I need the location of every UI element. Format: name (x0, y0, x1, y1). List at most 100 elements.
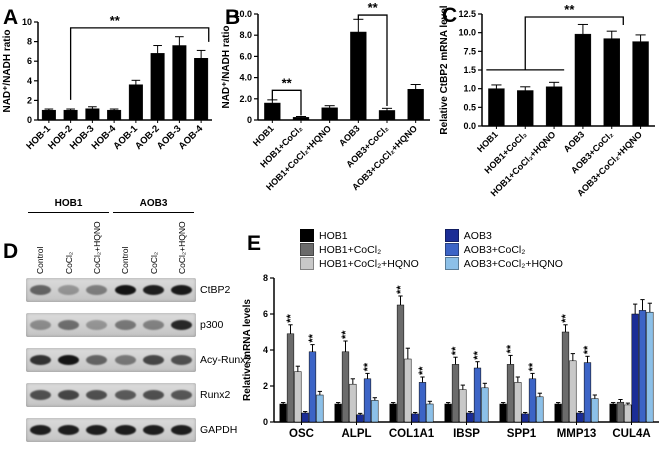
blot-strip (26, 313, 196, 337)
svg-text:NAD⁺/NADH ratio: NAD⁺/NADH ratio (221, 25, 232, 108)
blot-band (29, 390, 51, 400)
svg-text:4.0: 4.0 (239, 73, 252, 83)
legend-item: AOB3+CoCl₂+HQNO (444, 257, 563, 270)
svg-text:NAD⁺/NADH ratio: NAD⁺/NADH ratio (2, 29, 13, 112)
blot-band (143, 285, 164, 295)
blot-band (58, 425, 79, 435)
blot-band (114, 355, 136, 365)
legend-item: HOB1+CoCl₂+HQNO (300, 257, 419, 270)
svg-text:HOB1: HOB1 (475, 129, 500, 154)
svg-text:ALPL: ALPL (341, 428, 371, 440)
blot-band (58, 355, 79, 365)
blot-band (114, 285, 136, 295)
svg-text:OSC: OSC (289, 428, 314, 440)
blot-band (58, 320, 79, 330)
blot-strip (26, 348, 196, 372)
panel-a-letter: A (3, 6, 19, 29)
svg-text:2: 2 (27, 95, 32, 105)
panel-c-chart: 0.0 0.5 1.0 1.5 7.5 10.0 12.5 Relative CtBP2 mR… (439, 2, 655, 198)
svg-text:0: 0 (27, 115, 32, 125)
legend-swatch (444, 243, 459, 256)
legend-item: HOB1 (300, 229, 419, 242)
blot-group-label: AOB3 (113, 198, 194, 213)
svg-text:**: ** (505, 344, 517, 353)
blot-strip (26, 383, 196, 407)
svg-text:1.5: 1.5 (463, 65, 476, 75)
blot-row-label: p300 (200, 319, 224, 331)
blot-lane-label: Control (120, 246, 131, 274)
blot-band (171, 355, 193, 365)
legend-column: AOB3 AOB3+CoCl₂ AOB3+CoCl₂+HQNO (444, 229, 563, 270)
blot-row-label: GAPDH (200, 424, 238, 436)
svg-text:**: ** (564, 2, 575, 17)
legend-column: HOB1 HOB1+CoCl₂ HOB1+CoCl₂+HQNO (300, 229, 419, 270)
blot-band (29, 285, 51, 295)
blot-group-label: HOB1 (28, 198, 109, 213)
svg-text:**: ** (560, 314, 572, 323)
blot-band (86, 285, 108, 295)
blot-band (114, 390, 136, 400)
blot-band (143, 390, 164, 400)
blot-lane-label: CoCl₂+HQNO (176, 221, 187, 274)
blot-band (114, 320, 136, 330)
legend-label: AOB3+CoCl₂ (463, 243, 526, 256)
svg-text:**: ** (582, 345, 594, 354)
chart-legend: HOB1 HOB1+CoCl₂ HOB1+CoCl₂+HQNO AOB3 AOB3+Co… (300, 229, 563, 270)
legend-label: HOB1 (319, 229, 348, 242)
blot-band (114, 425, 136, 435)
svg-text:4: 4 (27, 76, 32, 86)
legend-swatch (300, 257, 314, 270)
blot-row-label: CtBP2 (200, 284, 231, 296)
blot-band (171, 425, 193, 435)
svg-text:0: 0 (247, 115, 252, 125)
blot-band (86, 425, 108, 435)
blot-band (143, 425, 164, 435)
blot-band (171, 390, 193, 400)
legend-swatch (300, 243, 314, 256)
svg-text:2.0: 2.0 (239, 94, 252, 104)
legend-label: AOB3+CoCl₂+HQNO (463, 257, 563, 270)
blot-band (143, 320, 164, 330)
svg-text:IBSP: IBSP (453, 428, 480, 440)
svg-text:10.0: 10.0 (458, 28, 476, 38)
svg-text:**: ** (362, 362, 374, 371)
svg-text:6: 6 (27, 56, 32, 66)
svg-text:SPP1: SPP1 (507, 428, 537, 440)
svg-text:COL1A1: COL1A1 (389, 428, 435, 440)
legend-label: HOB1+CoCl₂ (319, 243, 382, 256)
svg-text:**: ** (285, 314, 297, 323)
svg-text:1.0: 1.0 (463, 84, 476, 94)
legend-label: HOB1+CoCl₂+HQNO (319, 257, 419, 270)
legend-label: AOB3 (463, 229, 492, 242)
blot-band (171, 320, 193, 330)
blot-band (86, 355, 108, 365)
svg-text:**: ** (368, 0, 379, 15)
svg-text:0.5: 0.5 (463, 102, 476, 112)
legend-item: AOB3 (444, 229, 563, 242)
svg-text:**: ** (307, 333, 319, 342)
svg-text:0.0: 0.0 (463, 121, 476, 131)
svg-text:**: ** (340, 330, 352, 339)
svg-text:**: ** (527, 362, 539, 371)
blot-strip (26, 418, 196, 442)
svg-text:8: 8 (27, 37, 32, 47)
svg-text:AOB-4: AOB-4 (177, 123, 206, 152)
svg-text:MMP13: MMP13 (557, 428, 597, 440)
svg-text:4: 4 (263, 345, 268, 355)
svg-text:**: ** (472, 350, 484, 359)
blot-lane-label: CoCl₂ (63, 251, 74, 274)
legend-swatch (300, 229, 314, 242)
blot-row-label: Runx2 (200, 389, 231, 401)
svg-text:6.0: 6.0 (239, 51, 252, 61)
svg-text:10: 10 (22, 17, 32, 27)
svg-text:6: 6 (263, 309, 268, 319)
svg-text:CUL4A: CUL4A (612, 428, 650, 440)
legend-swatch (444, 257, 459, 270)
svg-text:**: ** (282, 75, 293, 90)
blot-band (86, 320, 108, 330)
blot-band (29, 355, 51, 365)
blot-band (86, 390, 108, 400)
blot-row-label: Acy-Runx2 (200, 354, 252, 366)
